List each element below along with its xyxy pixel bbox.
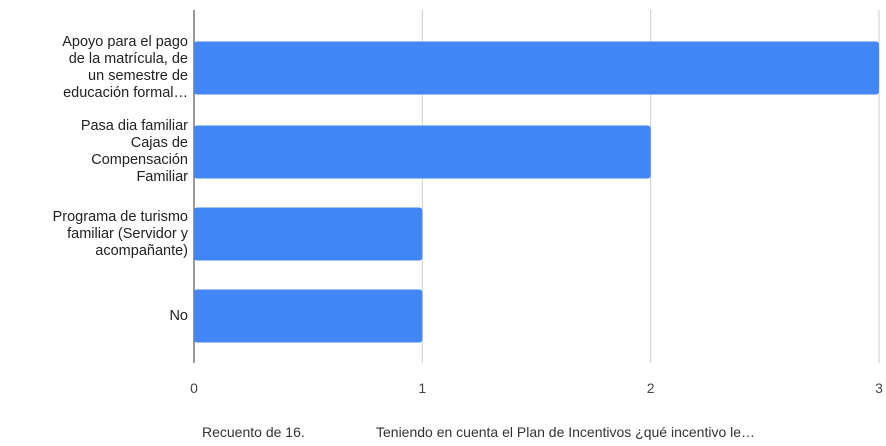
category-label-line: Compensación: [91, 152, 188, 168]
bars: [194, 41, 879, 343]
category-label: Pasa dia familiar Cajas de Compensación Fam…: [81, 118, 188, 186]
category-label-line: de la matrícula, de: [68, 51, 188, 67]
category-label-line: familiar (Servidor y: [67, 225, 188, 242]
bar[interactable]: [194, 207, 423, 261]
x-tick-label: 1: [418, 380, 427, 396]
category-label-line: Apoyo para el pago: [62, 34, 188, 50]
x-tick-label: 0: [190, 380, 198, 396]
category-label-line: acompañante): [95, 242, 188, 259]
category-label-line: Cajas de: [130, 135, 188, 151]
category-label: No: [169, 308, 188, 325]
category-label-line: Pasa dia familiar: [80, 118, 188, 134]
category-label-line: Programa de turismo: [52, 208, 188, 225]
bar[interactable]: [194, 289, 423, 343]
y-axis-title: Teniendo en cuenta el Plan de Incentivos…: [376, 424, 756, 440]
category-label-line: Familiar: [136, 169, 188, 185]
x-tick-label: 3: [875, 380, 883, 396]
bar[interactable]: [194, 125, 651, 179]
category-label-line: educación formal…: [63, 85, 188, 101]
category-label: Apoyo para el pago de la matrícula, de un …: [62, 34, 188, 102]
category-label-line: No: [169, 307, 188, 324]
category-label-line: un semestre de: [88, 68, 188, 84]
x-axis-title: Recuento de 16.: [202, 424, 305, 440]
x-tick-label: 2: [646, 380, 655, 396]
bar[interactable]: [194, 41, 879, 95]
